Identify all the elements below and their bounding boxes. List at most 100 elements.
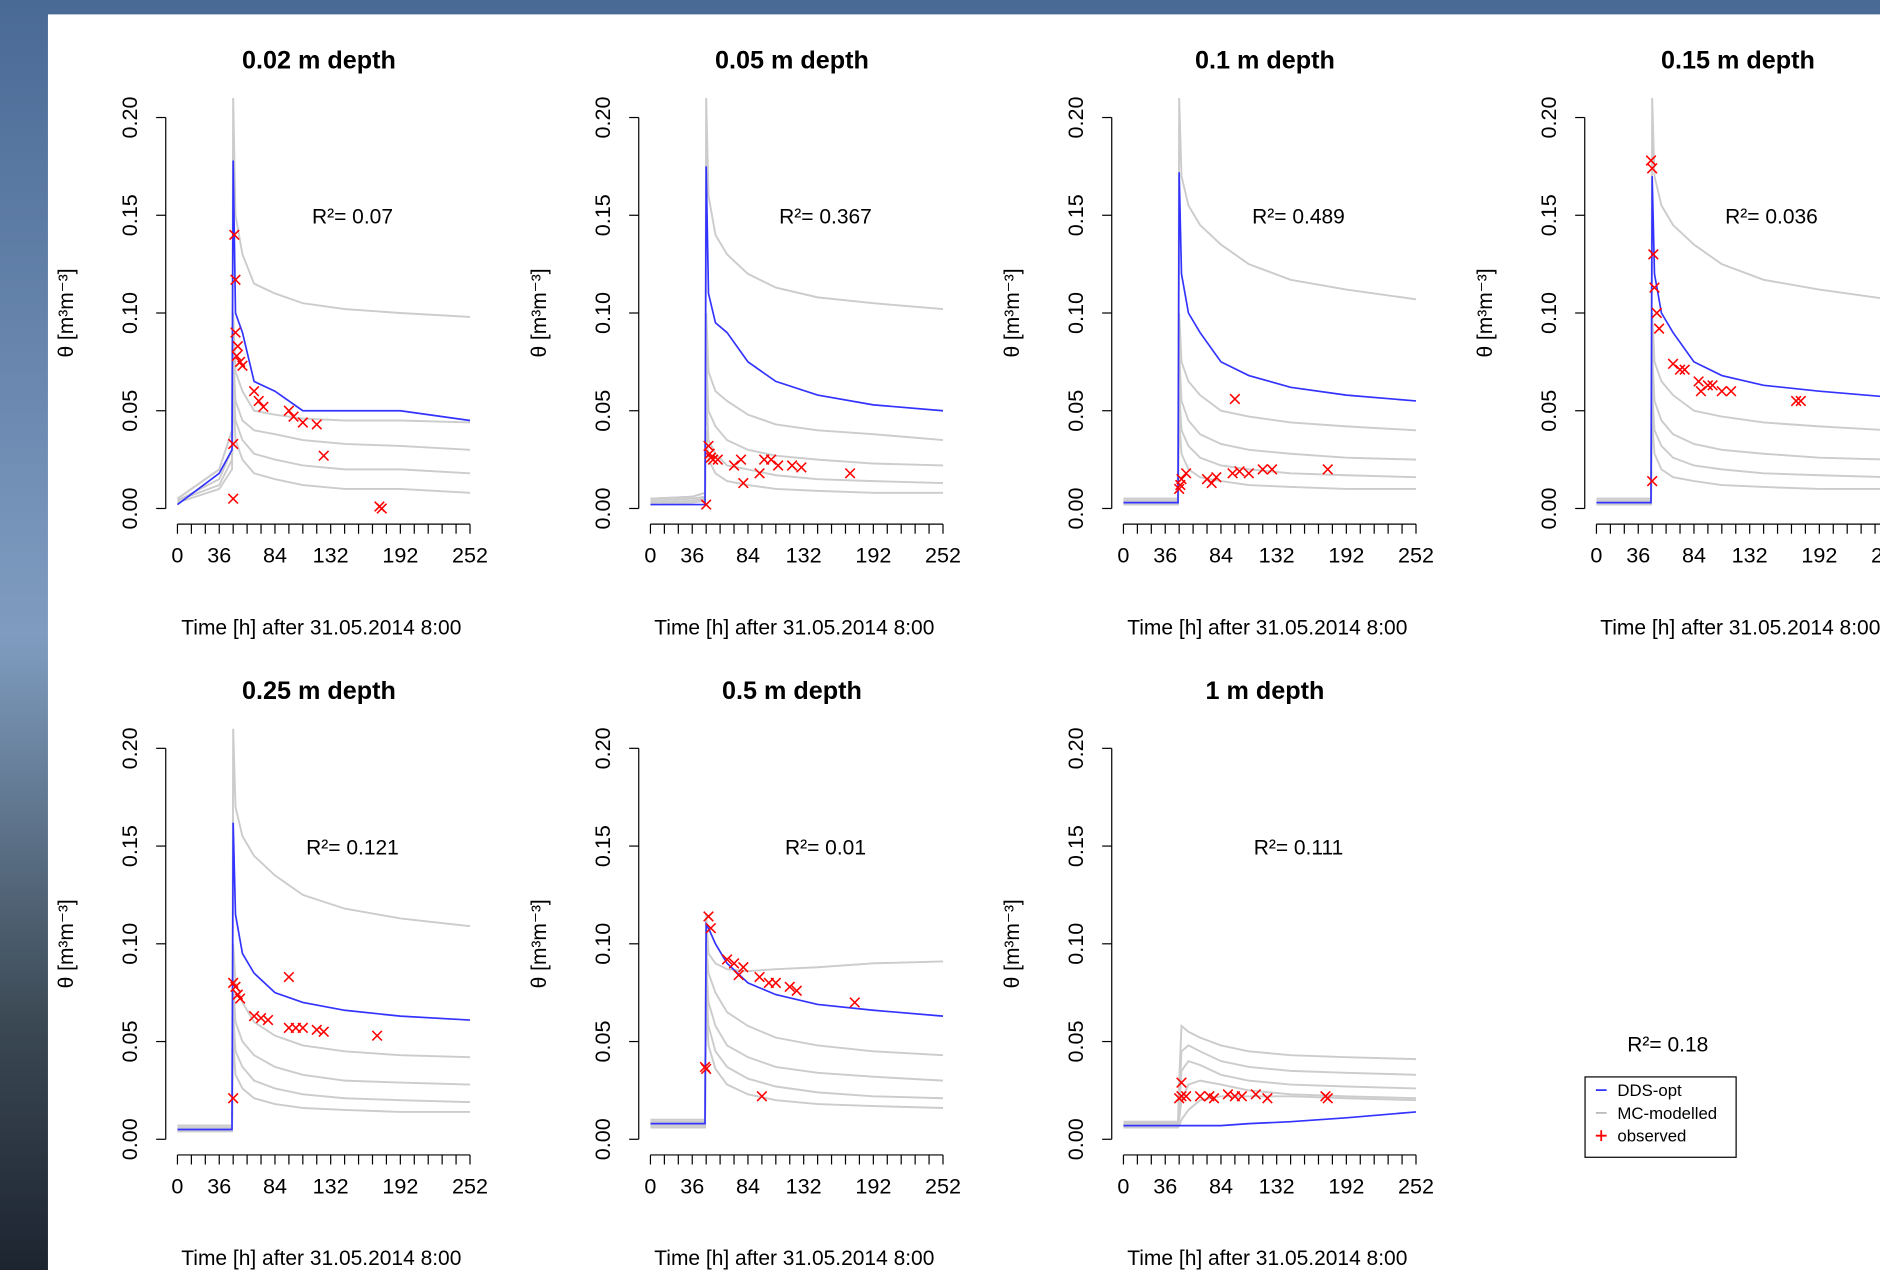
- r2-annotation: R²= 0.036: [1725, 206, 1818, 229]
- observed-point: [1795, 395, 1807, 407]
- mc-line: [177, 982, 471, 1129]
- mc-line: [650, 982, 944, 1127]
- y-tick-label: 0.15: [117, 194, 142, 236]
- observed-point: [1194, 1090, 1206, 1102]
- observed-point: [735, 454, 747, 465]
- observed-point: [1707, 379, 1718, 391]
- panel-title: 0.05 m depth: [715, 46, 869, 74]
- x-tick-label: 192: [382, 1173, 418, 1198]
- observed-point: [227, 438, 239, 450]
- x-tick-label: 0: [1590, 542, 1602, 567]
- opt-line: [1123, 172, 1417, 504]
- observed-point: [1322, 464, 1334, 475]
- y-tick-label: 0.05: [117, 390, 142, 432]
- observed-point: [705, 922, 717, 934]
- mc-line: [1123, 312, 1417, 500]
- y-tick-label: 0.05: [117, 1021, 142, 1063]
- y-tick-label: 0.00: [1063, 1118, 1088, 1160]
- legend-entry: observed: [1617, 1127, 1686, 1146]
- observed-point: [231, 350, 243, 362]
- observed-point: [737, 961, 749, 973]
- observed-point: [1693, 376, 1704, 387]
- observed-point: [703, 911, 714, 922]
- x-axis-label: Time [h] after 31.05.2014 8:00: [654, 1247, 934, 1270]
- observed-point: [728, 958, 740, 969]
- observed-point: [772, 460, 784, 471]
- observed-point: [318, 1026, 330, 1038]
- observed-point: [228, 229, 240, 241]
- y-axis-label: θ [m³m⁻³]: [1001, 268, 1024, 357]
- observed-point: [1262, 1092, 1273, 1104]
- observed-point: [754, 971, 765, 983]
- observed-point: [1679, 364, 1691, 376]
- mc-line: [176, 312, 471, 500]
- x-axis-label: Time [h] after 31.05.2014 8:00: [1600, 616, 1880, 639]
- observed-point: [297, 1022, 309, 1034]
- observed-point: [844, 467, 856, 479]
- observed-point: [288, 411, 299, 422]
- panel: 1 m depth Time [h] after 31.05.2014 8:00 θ…: [1001, 677, 1434, 1270]
- panel: 0.25 m depth Time [h] after 31.05.2014 8:…: [55, 677, 488, 1270]
- observed-point: [733, 969, 745, 981]
- mc-line: [1596, 312, 1880, 500]
- y-tick-label: 0.10: [117, 292, 142, 334]
- panel: 0.05 m depth Time [h] after 31.05.2014 8:…: [528, 46, 961, 639]
- x-tick-label: 84: [1682, 542, 1706, 567]
- y-tick-label: 0.15: [1063, 825, 1088, 867]
- plot-canvas: [47, 14, 1880, 1270]
- observed-point: [253, 395, 265, 407]
- x-tick-label: 252: [925, 542, 961, 567]
- y-tick-label: 0.10: [1063, 292, 1088, 334]
- x-tick-label: 252: [452, 542, 488, 567]
- x-tick-label: 132: [786, 1173, 822, 1198]
- y-tick-label: 0.20: [117, 727, 142, 769]
- y-tick-label: 0.15: [117, 825, 142, 867]
- y-tick-label: 0.00: [590, 1118, 615, 1160]
- x-tick-label: 192: [1801, 542, 1837, 567]
- legend: R²= 0.18 DDS-opt MC-modelled observed: [1584, 1034, 1737, 1158]
- y-axis-label: θ [m³m⁻³]: [1001, 899, 1024, 988]
- y-tick-label: 0.00: [1063, 487, 1088, 529]
- x-tick-label: 84: [1209, 542, 1233, 567]
- observed-point: [230, 274, 241, 286]
- x-tick-label: 252: [925, 1173, 961, 1198]
- x-tick-label: 132: [786, 542, 822, 567]
- y-tick-label: 0.05: [1063, 1021, 1088, 1063]
- panel-title: 0.02 m depth: [242, 46, 396, 74]
- observed-point: [376, 503, 388, 514]
- y-axis-label: θ [m³m⁻³]: [528, 899, 551, 988]
- mc-line: [1123, 1023, 1417, 1123]
- mc-line: [650, 312, 944, 500]
- observed-point: [232, 340, 244, 352]
- observed-point: [1227, 467, 1238, 479]
- observed-point: [1257, 464, 1269, 475]
- observed-point: [1651, 307, 1663, 319]
- y-tick-label: 0.15: [590, 825, 615, 867]
- r2-annotation: R²= 0.01: [785, 836, 866, 859]
- observed-point: [1180, 467, 1192, 479]
- r2-annotation: R²= 0.07: [312, 206, 393, 229]
- observed-point: [756, 1090, 768, 1102]
- x-tick-label: 252: [1398, 542, 1434, 567]
- legend-box: [1584, 1076, 1737, 1158]
- x-tick-label: 36: [1626, 542, 1650, 567]
- observed-point: [1180, 1090, 1192, 1102]
- mc-line: [650, 914, 944, 1121]
- observed-point: [311, 419, 323, 430]
- y-tick-label: 0.20: [1536, 97, 1561, 139]
- observed-point: [1243, 467, 1255, 479]
- mc-line: [650, 352, 944, 502]
- observed-point: [786, 460, 798, 471]
- observed-point: [754, 467, 765, 479]
- y-axis-label: θ [m³m⁻³]: [1474, 268, 1497, 357]
- x-tick-label: 0: [171, 1173, 183, 1198]
- y-tick-label: 0.00: [590, 487, 615, 529]
- mc-line: [1123, 420, 1416, 506]
- panel-title: 0.5 m depth: [722, 677, 862, 705]
- y-tick-label: 0.10: [590, 923, 615, 965]
- y-axis-label: θ [m³m⁻³]: [528, 268, 551, 357]
- x-tick-label: 132: [313, 542, 349, 567]
- x-axis-label: Time [h] after 31.05.2014 8:00: [181, 616, 461, 639]
- panel-title: 0.1 m depth: [1195, 46, 1335, 74]
- x-tick-label: 252: [1398, 1173, 1434, 1198]
